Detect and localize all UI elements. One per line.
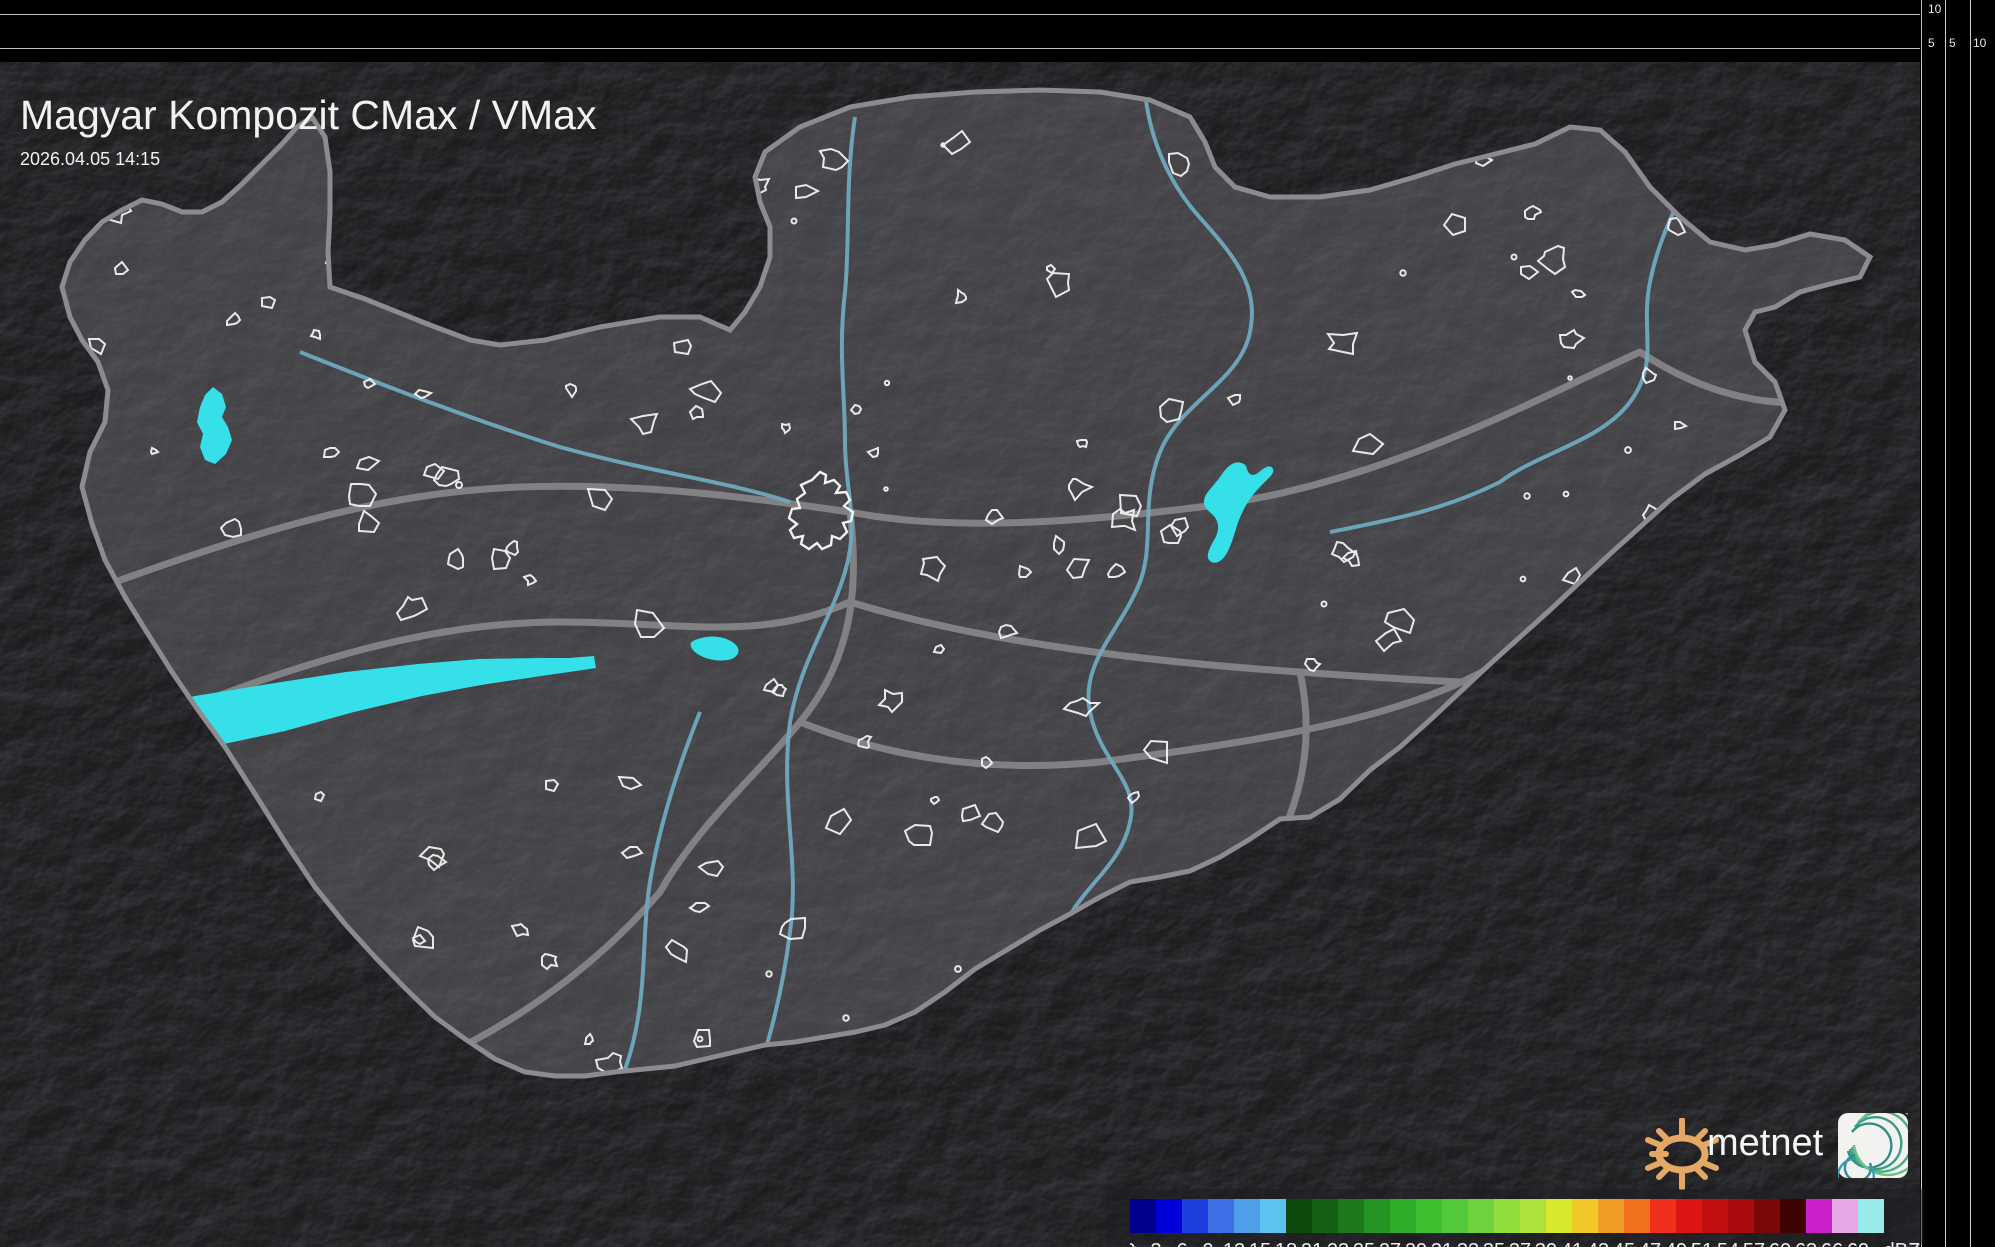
- svg-text:43: 43: [1587, 1240, 1609, 1247]
- svg-text:41: 41: [1561, 1240, 1583, 1247]
- svg-text:47: 47: [1639, 1240, 1661, 1247]
- svg-text:69: 69: [1847, 1240, 1869, 1247]
- svg-text:33: 33: [1457, 1240, 1479, 1247]
- svg-text:12: 12: [1223, 1240, 1245, 1247]
- svg-text:29: 29: [1405, 1240, 1427, 1247]
- svg-text:31: 31: [1431, 1240, 1453, 1247]
- svg-text:39: 39: [1535, 1240, 1557, 1247]
- svg-text:3: 3: [1150, 1240, 1161, 1247]
- svg-text:18: 18: [1275, 1240, 1297, 1247]
- svg-text:21: 21: [1301, 1240, 1323, 1247]
- svg-text:25: 25: [1353, 1240, 1375, 1247]
- svg-text:15: 15: [1249, 1240, 1271, 1247]
- svg-text:37: 37: [1509, 1240, 1531, 1247]
- svg-text:dBZ: dBZ: [1884, 1240, 1920, 1247]
- svg-text:45: 45: [1613, 1240, 1635, 1247]
- svg-text:23: 23: [1327, 1240, 1349, 1247]
- svg-text:54: 54: [1717, 1240, 1739, 1247]
- svg-text:49: 49: [1665, 1240, 1687, 1247]
- svg-text:27: 27: [1379, 1240, 1401, 1247]
- svg-text:35: 35: [1483, 1240, 1505, 1247]
- svg-text:9: 9: [1202, 1240, 1213, 1247]
- svg-text:0: 0: [1130, 1240, 1136, 1247]
- svg-text:63: 63: [1795, 1240, 1817, 1247]
- svg-text:51: 51: [1691, 1240, 1713, 1247]
- svg-text:60: 60: [1769, 1240, 1791, 1247]
- svg-text:6: 6: [1176, 1240, 1187, 1247]
- svg-text:66: 66: [1821, 1240, 1843, 1247]
- svg-text:57: 57: [1743, 1240, 1765, 1247]
